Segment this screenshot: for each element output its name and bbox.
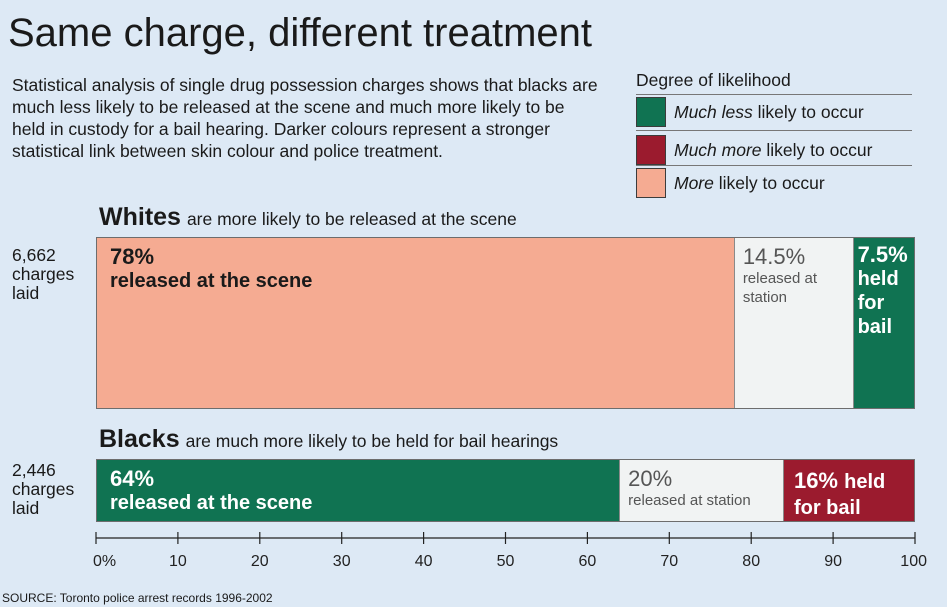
legend-text: likely to occur [713,172,825,193]
charges-count-whites: 6,662 charges laid [12,246,74,303]
legend-text: likely to occur [752,101,864,122]
legend-item-much-more: Much more likely to occur [636,134,872,166]
segment-percent: 7.5% [857,242,908,267]
segment-percent: 16% [793,468,845,493]
count-number: 6,662 [12,245,56,265]
x-tick-label: 60 [579,553,597,570]
count-text: charges [12,264,75,284]
legend-text: likely to occur [761,139,873,160]
bar-segment-whites-held-for-bail: 7.5% held for bail [853,237,915,409]
legend-rule [636,130,912,131]
bar-segment-whites-released-at-station: 14.5% released at station [734,237,854,409]
segment-label: held for bail [793,471,886,519]
group-heading-whites: Whites are more likely to be released at … [99,203,517,232]
x-tick-label: 100 [900,553,927,570]
legend-swatch-much-more [636,135,666,165]
data-label: 20% released at station [628,467,751,510]
segment-percent: 64% [110,466,155,491]
segment-percent: 20% [628,466,673,491]
chart-title: Same charge, different treatment [8,11,593,55]
x-tick-label: 70 [660,553,678,570]
legend-rule [636,94,912,95]
data-label: 64% released at the scene [110,467,312,515]
x-tick-label: 90 [824,553,842,570]
segment-label: held for bail [857,268,899,338]
legend-swatch-more [636,168,666,198]
segment-percent: 78% [110,244,155,269]
chart-description: Statistical analysis of single drug poss… [12,75,598,161]
group-headline: are more likely to be released at the sc… [186,209,517,229]
data-label: 7.5% held for bail [858,243,913,339]
bar-segment-whites-released-at-the-scene: 78% released at the scene [96,237,735,409]
bar-segment-blacks-held-for-bail: 16% held for bail [783,459,915,522]
x-tick-label: 0% [93,553,116,570]
legend-item-more: More likely to occur [636,167,825,199]
x-tick-label: 20 [251,553,269,570]
segment-label: released at the scene [110,492,313,514]
data-label: 16% held for bail [794,469,915,522]
count-text: laid [12,498,40,518]
legend-swatch-much-less [636,97,666,127]
data-label: 14.5% released at station [743,245,853,307]
group-name: Whites [99,203,181,231]
group-name: Blacks [99,425,180,453]
charges-count-blacks: 2,446 charges laid [12,461,74,518]
group-headline: are much more likely to be held for bail… [185,431,559,451]
group-heading-blacks: Blacks are much more likely to be held fo… [99,425,558,454]
x-tick-label: 10 [169,553,187,570]
x-tick-label: 30 [333,553,351,570]
segment-label: released at station [628,492,751,509]
data-label: 78% released at the scene [110,245,312,293]
legend-rule [636,165,912,166]
bar-segment-blacks-released-at-station: 20% released at station [620,459,784,522]
x-tick-label: 40 [415,553,433,570]
x-tick-label: 50 [497,553,515,570]
segment-label: released at station [742,270,818,306]
legend-item-much-less: Much less likely to occur [636,96,864,128]
x-tick-label: 80 [742,553,760,570]
legend-emphasis: Much less [674,101,753,122]
segment-label: released at the scene [110,270,313,292]
segment-percent: 14.5% [742,244,806,269]
count-number: 2,446 [12,460,56,480]
count-text: charges [12,479,75,499]
bar-segment-blacks-released-at-the-scene: 64% released at the scene [96,459,621,522]
legend-title: Degree of likelihood [636,70,791,90]
legend-emphasis: More [674,172,714,193]
count-text: laid [12,283,40,303]
source-note: SOURCE: Toronto police arrest records 19… [2,591,273,605]
legend-emphasis: Much more [674,139,762,160]
